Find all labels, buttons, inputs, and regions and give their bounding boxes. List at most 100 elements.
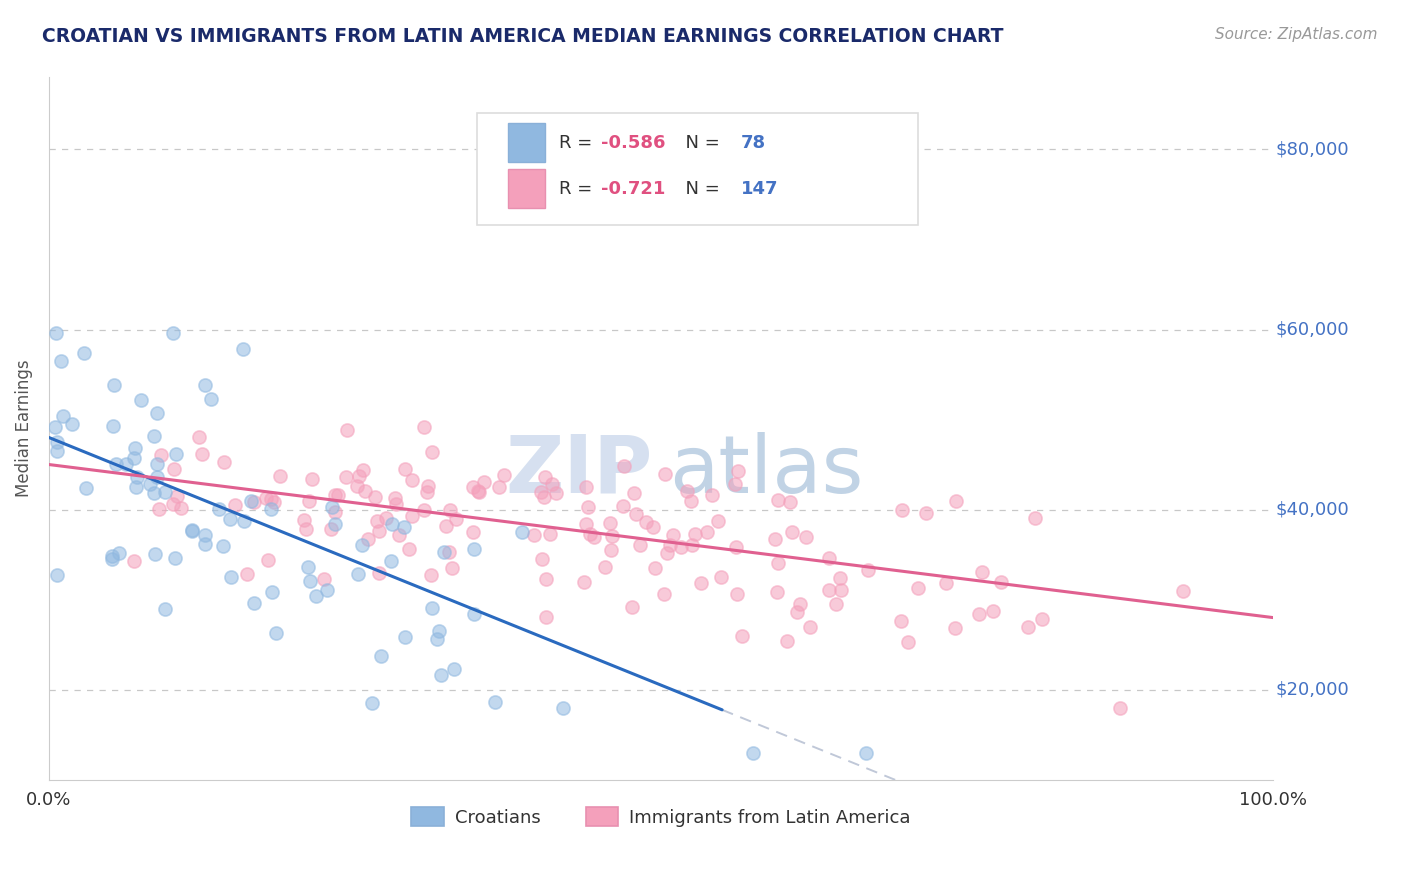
Point: [538, 527, 561, 541]
Point: [416, 485, 439, 500]
Point: [796, 531, 818, 545]
Point: [219, 570, 242, 584]
Point: [107, 546, 129, 560]
Point: [782, 525, 804, 540]
Point: [437, 545, 460, 559]
Text: -0.586: -0.586: [600, 134, 665, 152]
Point: [75, 481, 97, 495]
Point: [983, 604, 1005, 618]
Point: [381, 517, 404, 532]
Point: [142, 486, 165, 500]
Point: [530, 485, 553, 500]
Point: [628, 538, 651, 552]
Point: [830, 582, 852, 597]
Legend: Croatians, Immigrants from Latin America: Croatians, Immigrants from Latin America: [404, 800, 918, 834]
Point: [484, 695, 506, 709]
Text: $60,000: $60,000: [1275, 320, 1348, 338]
Point: [576, 500, 599, 515]
Text: N =: N =: [675, 179, 725, 198]
Point: [336, 423, 359, 437]
Bar: [508, 169, 544, 208]
Point: [897, 635, 920, 649]
Point: [347, 469, 370, 483]
Point: [890, 615, 912, 629]
Point: [260, 492, 283, 507]
Point: [935, 575, 957, 590]
Point: [263, 495, 285, 509]
Point: [224, 498, 246, 512]
Point: [443, 662, 465, 676]
Point: [45, 326, 67, 340]
Point: [426, 632, 449, 647]
Point: [731, 629, 754, 643]
Point: [392, 519, 415, 533]
Point: [817, 550, 839, 565]
Point: [943, 621, 966, 635]
Point: [384, 491, 406, 505]
Point: [292, 513, 315, 527]
Point: [188, 430, 211, 444]
Point: [191, 448, 214, 462]
Point: [624, 507, 647, 521]
Point: [654, 467, 676, 482]
Point: [294, 522, 316, 536]
Point: [593, 560, 616, 574]
Point: [366, 514, 388, 528]
Point: [323, 488, 346, 502]
Point: [254, 491, 277, 505]
Point: [786, 605, 808, 619]
Text: 147: 147: [741, 179, 778, 198]
Point: [46, 568, 69, 582]
Point: [146, 457, 169, 471]
Point: [1017, 619, 1039, 633]
Text: R =: R =: [560, 179, 599, 198]
Point: [551, 700, 574, 714]
Point: [240, 493, 263, 508]
Point: [741, 746, 763, 760]
Point: [264, 626, 287, 640]
Point: [181, 523, 204, 537]
Point: [162, 497, 184, 511]
Point: [662, 528, 685, 542]
Point: [125, 470, 148, 484]
Point: [103, 377, 125, 392]
Point: [124, 441, 146, 455]
Point: [644, 561, 666, 575]
Point: [101, 552, 124, 566]
Point: [766, 557, 789, 571]
Point: [398, 541, 420, 556]
Point: [463, 542, 485, 557]
Point: [305, 589, 328, 603]
Point: [232, 342, 254, 356]
Point: [727, 464, 749, 478]
Point: [440, 561, 463, 575]
Point: [725, 541, 748, 555]
Point: [163, 462, 186, 476]
Point: [468, 485, 491, 500]
Point: [600, 529, 623, 543]
Point: [907, 581, 929, 595]
Point: [990, 575, 1012, 590]
Point: [150, 448, 173, 462]
Point: [439, 503, 461, 517]
Point: [420, 444, 443, 458]
Point: [260, 585, 283, 599]
Point: [578, 527, 600, 541]
Point: [143, 428, 166, 442]
Point: [73, 346, 96, 360]
Point: [236, 567, 259, 582]
Point: [510, 524, 533, 539]
Point: [1109, 701, 1132, 715]
Point: [242, 596, 264, 610]
Point: [363, 490, 385, 504]
Point: [346, 479, 368, 493]
Point: [416, 479, 439, 493]
Point: [114, 458, 136, 472]
Point: [690, 576, 713, 591]
Point: [433, 545, 456, 559]
Point: [367, 524, 389, 538]
Text: N =: N =: [675, 134, 725, 152]
Point: [419, 567, 441, 582]
Point: [62, 417, 84, 432]
Point: [298, 494, 321, 508]
